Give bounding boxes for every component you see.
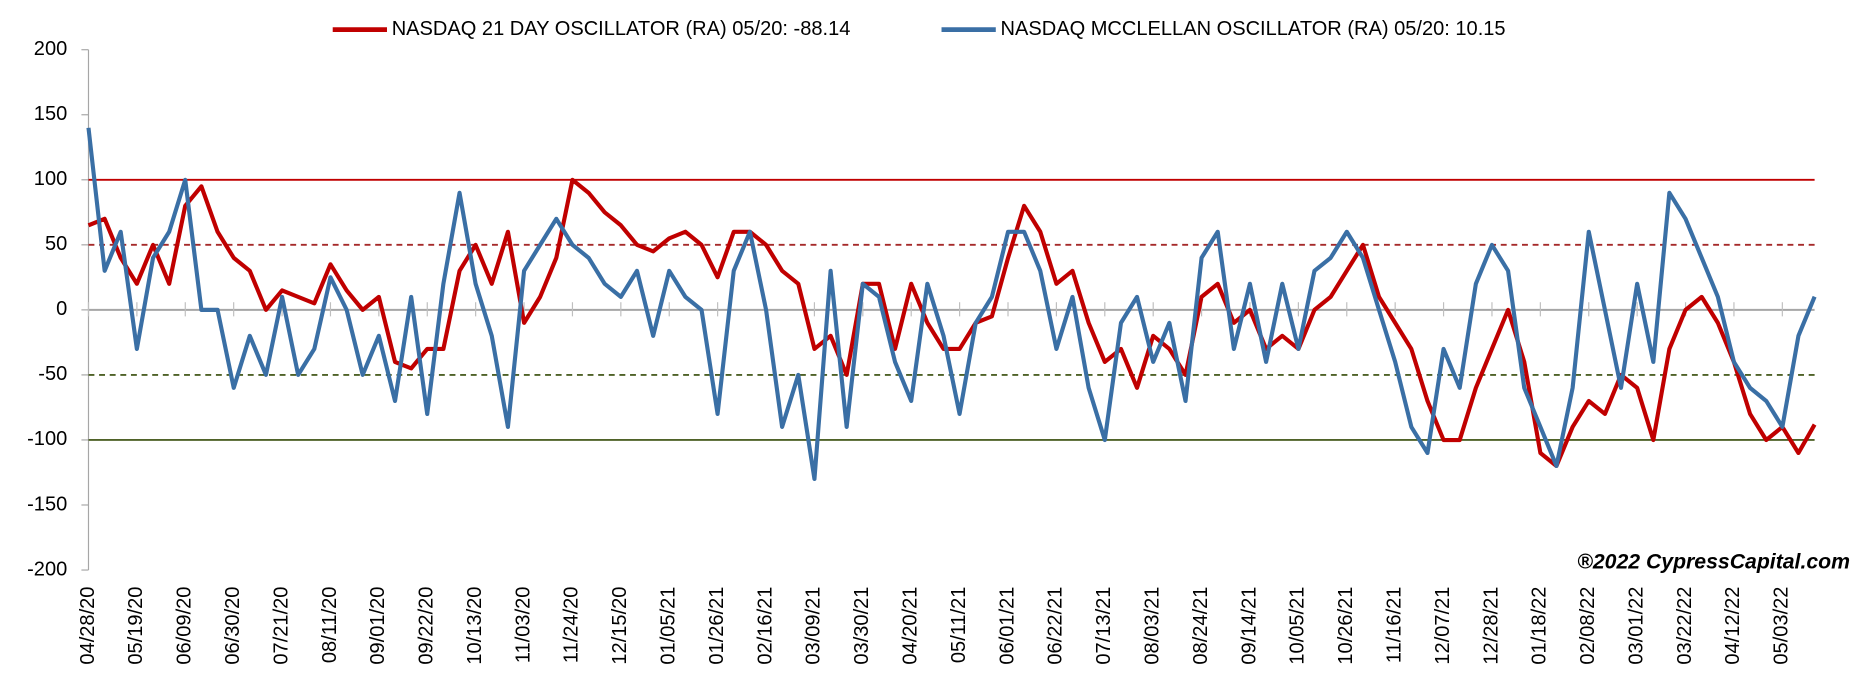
series-line — [87, 177, 1817, 469]
x-tick-label: 04/20/21 — [900, 587, 922, 665]
x-tick-label: 11/16/21 — [1383, 587, 1405, 664]
x-tick-label: 06/01/21 — [996, 587, 1018, 665]
x-tick-label: 02/16/21 — [754, 587, 776, 665]
x-tick-label: 11/24/20 — [561, 587, 583, 664]
x-tick-label: 03/22/22 — [1674, 587, 1696, 665]
x-tick-label: 06/30/20 — [222, 587, 244, 665]
y-tick-label: 100 — [34, 168, 67, 190]
y-tick-label: -50 — [38, 363, 67, 385]
x-tick-label: 01/26/21 — [706, 587, 728, 665]
y-tick-label: 200 — [34, 38, 67, 60]
x-tick-label: 12/07/21 — [1432, 587, 1454, 665]
x-tick-label: 07/13/21 — [1093, 587, 1115, 665]
x-tick-label: 03/01/22 — [1625, 587, 1647, 665]
y-tick-label: -200 — [27, 558, 67, 580]
x-tick-label: 01/18/22 — [1529, 587, 1551, 665]
x-tick-label: 10/13/20 — [464, 587, 486, 665]
y-tick-label: 0 — [56, 298, 67, 320]
x-tick-label: 12/28/21 — [1480, 587, 1502, 665]
y-tick-label: 150 — [34, 103, 67, 125]
y-tick-label: -150 — [27, 493, 67, 515]
x-tick-label: 08/11/20 — [319, 587, 341, 664]
legend-label: NASDAQ MCCLELLAN OSCILLATOR (RA) 05/20: … — [1001, 18, 1506, 40]
series-line — [86, 127, 1817, 482]
copyright: ®2022 CypressCapital.com — [1577, 551, 1850, 574]
x-tick-label: 09/22/20 — [416, 587, 438, 665]
x-tick-label: 08/24/21 — [1190, 587, 1212, 665]
x-tick-label: 07/21/20 — [270, 587, 292, 665]
x-tick-label: 06/22/21 — [1045, 587, 1067, 665]
x-tick-label: 09/01/20 — [367, 587, 389, 665]
x-tick-label: 10/05/21 — [1287, 587, 1309, 665]
y-tick-label: 50 — [45, 233, 67, 255]
x-tick-label: 03/30/21 — [851, 587, 873, 665]
y-tick-label: -100 — [27, 428, 67, 450]
x-tick-label: 08/03/21 — [1141, 587, 1163, 665]
x-tick-label: 05/19/20 — [125, 587, 147, 665]
legend-label: NASDAQ 21 DAY OSCILLATOR (RA) 05/20: -88… — [392, 18, 851, 40]
x-tick-label: 04/28/20 — [77, 587, 99, 665]
x-tick-label: 05/03/22 — [1771, 587, 1793, 665]
x-tick-label: 06/09/20 — [174, 587, 196, 665]
x-tick-label: 12/15/20 — [609, 587, 631, 665]
x-tick-label: 11/03/20 — [512, 587, 534, 664]
x-tick-label: 01/05/21 — [658, 587, 680, 665]
x-tick-label: 05/11/21 — [948, 587, 970, 664]
x-tick-label: 04/12/22 — [1722, 587, 1744, 665]
x-tick-label: 03/09/21 — [803, 587, 825, 665]
x-tick-label: 10/26/21 — [1335, 587, 1357, 665]
x-tick-label: 09/14/21 — [1238, 587, 1260, 665]
x-tick-label: 02/08/22 — [1577, 587, 1599, 665]
